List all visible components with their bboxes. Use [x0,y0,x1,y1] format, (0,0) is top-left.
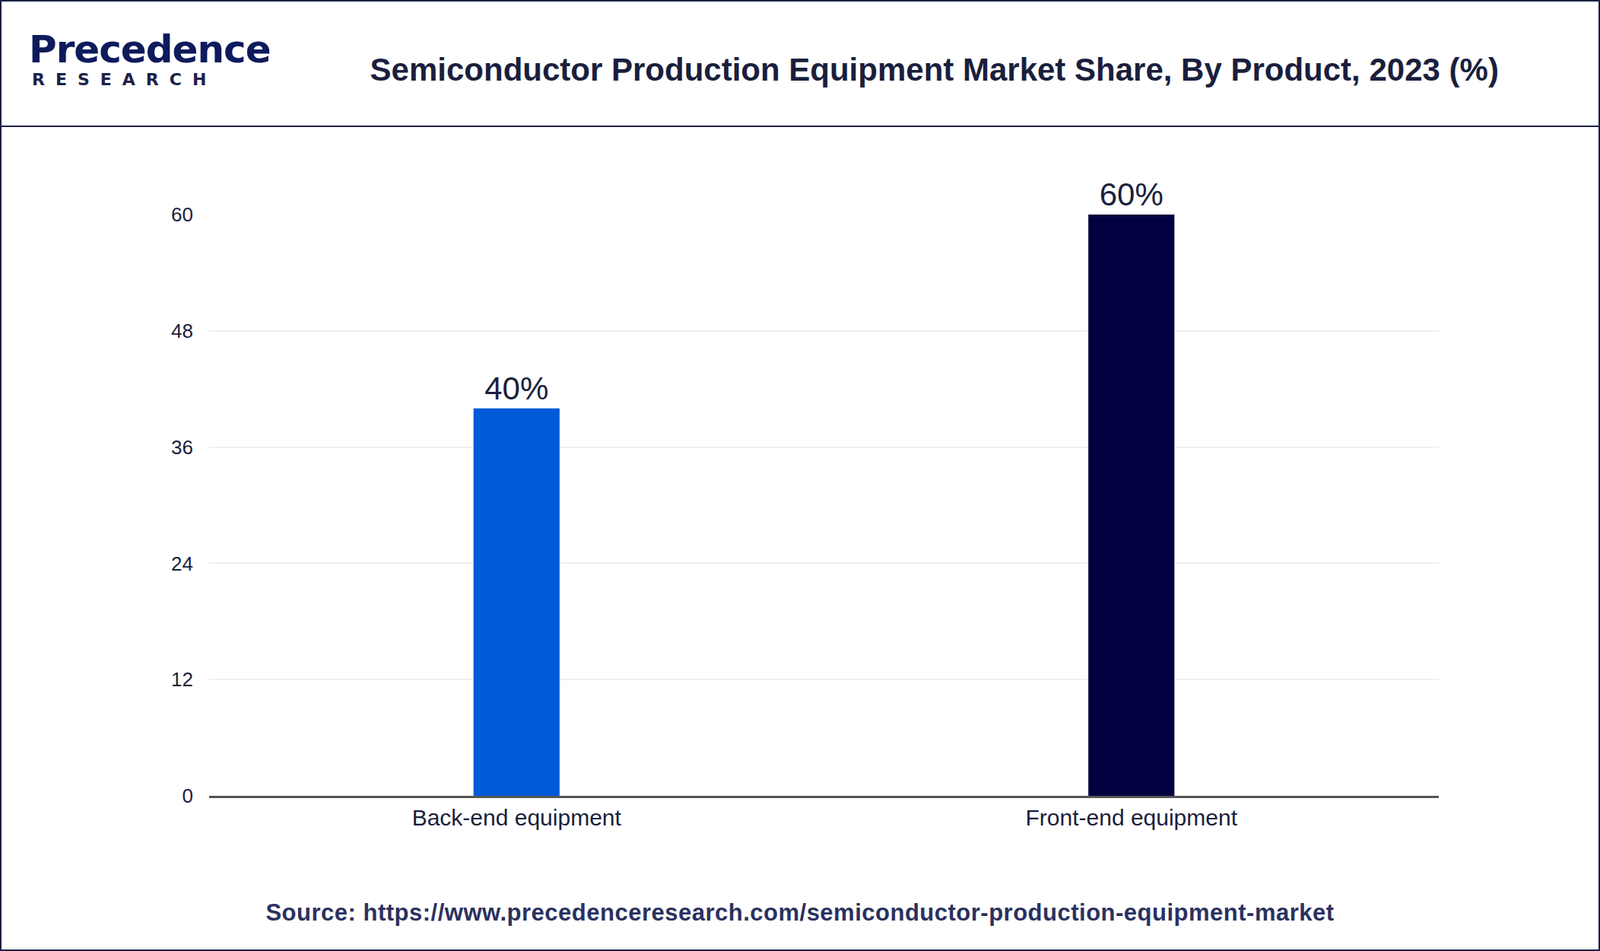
svg-text:36: 36 [171,435,194,459]
svg-text:48: 48 [171,319,194,343]
html-text:Precedence: Precedence [28,27,271,72]
svg-text:Semiconductor Production Equip: Semiconductor Production Equipment Marke… [370,51,1499,88]
svg-text:12: 12 [171,667,194,691]
svg-text:0: 0 [182,784,194,807]
svg-text:60%: 60% [1099,176,1164,213]
html-text:Source: https://www.precedence: Source: https://www.precedenceresearch.c… [265,898,1335,926]
svg-text:60: 60 [171,203,194,226]
svg-text:Back-end equipment: Back-end equipment [412,804,623,830]
svg-text:24: 24 [171,552,194,575]
svg-text:40%: 40% [484,370,549,407]
html-text:RESEARCH: RESEARCH [31,69,218,89]
svg-text:Front-end equipment: Front-end equipment [1025,804,1239,830]
